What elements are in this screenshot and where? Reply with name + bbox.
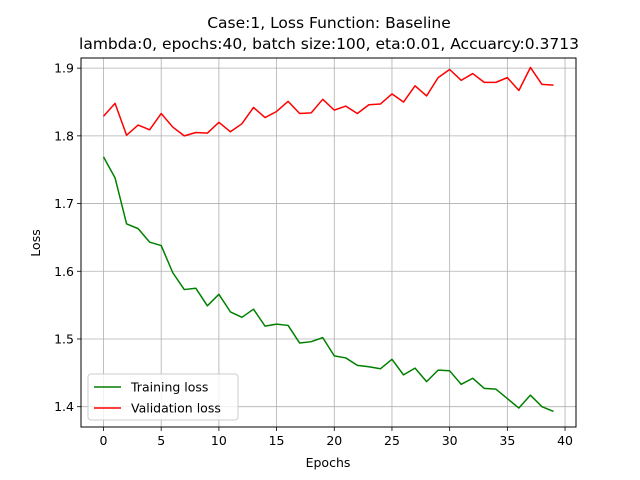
y-tick-label: 1.5 xyxy=(54,331,74,346)
y-tick-label: 1.9 xyxy=(54,61,74,76)
grid xyxy=(81,58,576,427)
x-tick-label: 20 xyxy=(326,433,342,448)
x-tick-label: 30 xyxy=(442,433,458,448)
x-tick-label: 25 xyxy=(384,433,400,448)
x-tick-label: 10 xyxy=(211,433,227,448)
chart-subtitle: lambda:0, epochs:40, batch size:100, eta… xyxy=(79,35,579,53)
legend-box xyxy=(87,373,239,421)
y-tick-label: 1.6 xyxy=(54,264,74,279)
chart-title: Case:1, Loss Function: Baseline xyxy=(207,14,451,32)
y-tick-label: 1.8 xyxy=(54,128,74,143)
y-tick-label: 1.4 xyxy=(54,399,74,414)
x-tick-label: 5 xyxy=(157,433,165,448)
y-tick-label: 1.7 xyxy=(54,196,74,211)
x-tick-label: 15 xyxy=(269,433,285,448)
series-layer xyxy=(102,66,554,413)
x-tick-label: 40 xyxy=(557,433,573,448)
training-loss-line xyxy=(102,156,554,413)
legend-label-training-loss: Training loss xyxy=(130,380,208,395)
ticks: 0 5 10 15 20 25 30 35 40 1.4 1.5 1.6 1.7 1.8 1.9 xyxy=(54,61,573,448)
x-tick-label: 0 xyxy=(100,433,108,448)
legend: Training loss Validation loss xyxy=(87,373,239,421)
x-axis-label: Epochs xyxy=(306,455,351,470)
validation-loss-line xyxy=(102,66,554,137)
x-tick-label: 35 xyxy=(499,433,515,448)
y-axis-label: Loss xyxy=(28,229,43,256)
plot-frame xyxy=(80,57,577,428)
legend-label-validation-loss: Validation loss xyxy=(131,401,221,416)
